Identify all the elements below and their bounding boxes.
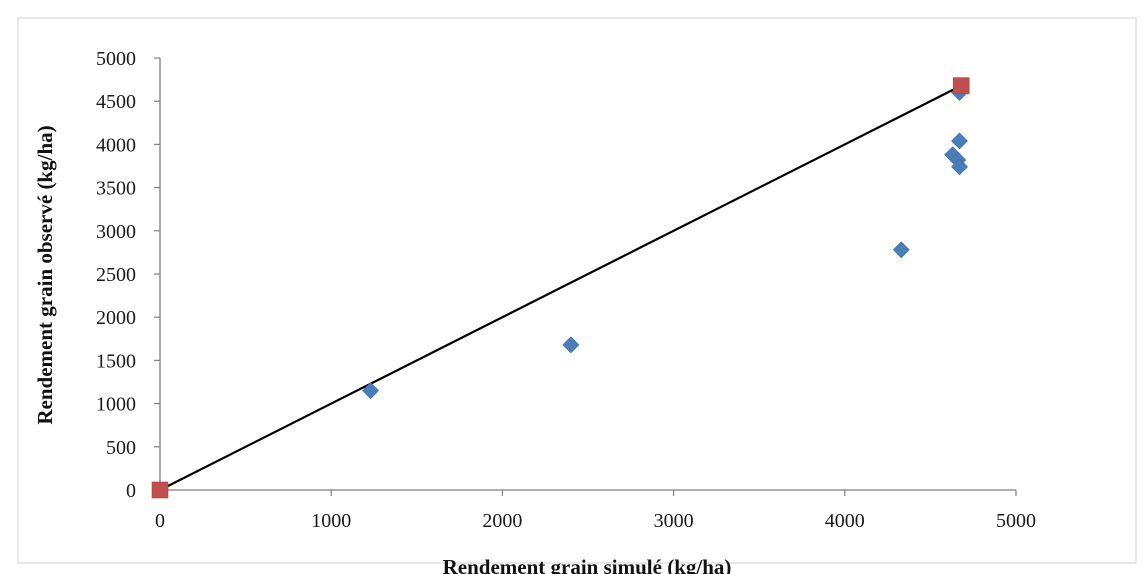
y-tick-label: 1000 xyxy=(96,394,136,416)
x-tick-label: 4000 xyxy=(825,510,865,532)
x-tick-label: 0 xyxy=(155,510,165,532)
data-point-diamond xyxy=(892,241,910,259)
y-axis-ticks: 0 500 1000 1500 2000 2500 3000 3500 4000 4500 5000 xyxy=(96,48,160,502)
fit-line xyxy=(159,84,962,491)
y-axis-title: Rendement grain observé (kg/ha) xyxy=(33,125,57,424)
y-tick-label: 1500 xyxy=(96,350,136,372)
chart-border xyxy=(17,17,1137,564)
y-tick-label: 500 xyxy=(106,437,136,459)
y-tick-label: 0 xyxy=(126,480,136,502)
x-axis-ticks: 0 1000 2000 3000 4000 5000 xyxy=(155,490,1036,532)
y-tick-label: 5000 xyxy=(96,48,136,70)
x-tick-label: 3000 xyxy=(654,510,694,532)
y-tick-label: 3000 xyxy=(96,221,136,243)
data-point-square xyxy=(151,481,169,499)
x-tick-label: 1000 xyxy=(311,510,351,532)
y-tick-label: 4000 xyxy=(96,134,136,156)
series-layer xyxy=(151,77,970,499)
y-tick-label: 2500 xyxy=(96,264,136,286)
x-tick-label: 2000 xyxy=(482,510,522,532)
y-tick-label: 3500 xyxy=(96,178,136,200)
data-point-diamond xyxy=(951,158,968,176)
data-point-diamond xyxy=(562,336,580,354)
x-tick-label: 5000 xyxy=(996,510,1036,532)
data-point-diamond xyxy=(951,132,968,150)
y-tick-label: 2000 xyxy=(96,307,136,329)
y-tick-label: 4500 xyxy=(96,91,136,113)
data-point-diamond xyxy=(362,382,380,400)
data-point-square xyxy=(952,77,970,94)
x-axis-title: Rendement grain simulé (kg/ha) xyxy=(443,555,732,574)
